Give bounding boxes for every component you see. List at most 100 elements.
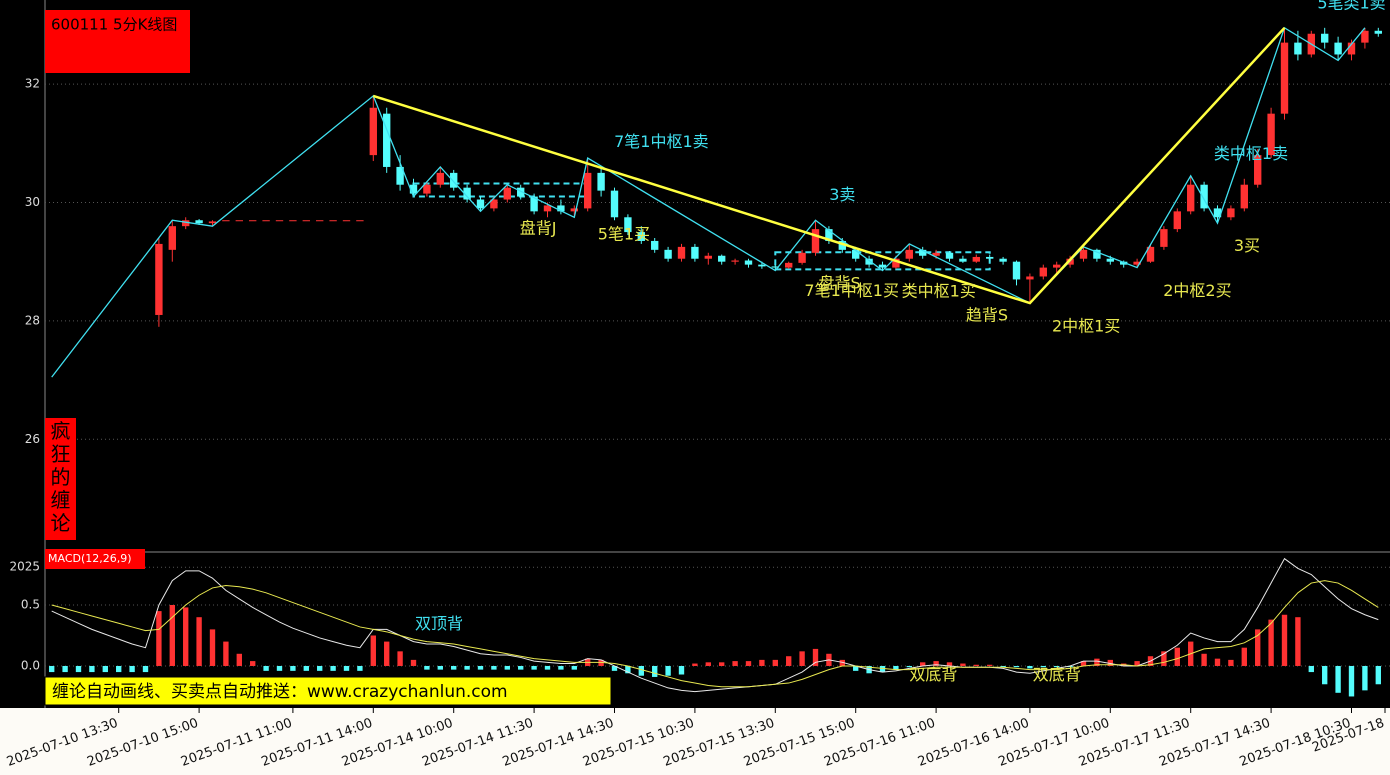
- candle-body: [1280, 42, 1289, 114]
- candle-body: [182, 220, 190, 227]
- macd-bar: [384, 641, 390, 666]
- macd-bar: [1027, 665, 1033, 669]
- macd-bar: [1080, 661, 1087, 666]
- macd-bar: [799, 651, 805, 666]
- candle-body: [342, 220, 351, 222]
- macd-bar: [250, 661, 256, 666]
- candle-body: [986, 256, 994, 259]
- candle-body: [825, 229, 833, 241]
- macd-bar: [1362, 665, 1368, 691]
- macd-bar: [410, 659, 417, 666]
- annotation: 双底背: [1033, 665, 1081, 684]
- macd-bar: [1107, 659, 1113, 666]
- annotation: 7笔1中枢1卖: [614, 132, 709, 151]
- candle-body: [302, 220, 310, 222]
- candle-body: [798, 252, 806, 263]
- annotation: 盘背J: [520, 219, 557, 238]
- candle-body: [530, 196, 538, 212]
- candle-body: [262, 220, 270, 222]
- candle-body: [235, 220, 243, 222]
- macd-bar: [1295, 617, 1301, 666]
- candle-body: [1187, 184, 1195, 212]
- banner-box: [44, 676, 612, 706]
- candle-body: [865, 258, 873, 265]
- annotation: 双底背: [909, 665, 957, 684]
- candle-body: [1106, 258, 1114, 262]
- macd-bar: [946, 662, 953, 666]
- macd-bar: [665, 665, 671, 676]
- macd-bar: [116, 665, 122, 673]
- macd-bar: [424, 665, 430, 670]
- candle-body: [959, 258, 967, 262]
- macd-bar: [62, 665, 68, 673]
- candle-body: [945, 252, 954, 259]
- y-tick-label: 30: [25, 195, 40, 209]
- candle-body: [785, 262, 793, 268]
- macd-bar: [1161, 651, 1167, 666]
- macd-bar: [1348, 665, 1355, 697]
- macd-bar: [1013, 665, 1020, 668]
- macd-bar: [678, 665, 685, 675]
- y-tick-label: 26: [25, 432, 40, 446]
- macd-bar: [357, 665, 363, 671]
- candle-body: [1120, 261, 1128, 265]
- candle-body: [1012, 261, 1021, 280]
- macd-bar: [209, 629, 216, 666]
- candle-body: [758, 264, 766, 267]
- macd-bar: [129, 665, 135, 673]
- candle-body: [208, 221, 217, 224]
- macd-bar: [1322, 665, 1328, 685]
- macd-title: MACD(12,26,9): [48, 552, 132, 565]
- macd-bar: [1241, 647, 1247, 666]
- candle-body: [852, 249, 860, 259]
- macd-bar: [558, 665, 564, 670]
- macd-bar: [464, 665, 470, 670]
- annotation: 类中枢1卖: [1214, 144, 1288, 163]
- candle-body: [1267, 113, 1275, 156]
- candle-body: [168, 226, 176, 250]
- macd-bar: [1134, 661, 1140, 666]
- y-tick-label: 2025: [9, 560, 40, 574]
- macd-bar: [1174, 647, 1180, 666]
- macd-bar: [290, 665, 296, 671]
- macd-bar: [1000, 665, 1006, 668]
- macd-bar: [75, 665, 82, 673]
- candle-body: [570, 208, 578, 212]
- macd-bar: [343, 665, 350, 671]
- candle-body: [838, 240, 846, 250]
- macd-bar: [745, 661, 752, 666]
- annotation: 双顶背: [415, 614, 463, 633]
- candle-body: [543, 205, 552, 212]
- macd-bar: [1214, 658, 1221, 666]
- candle-body: [436, 172, 444, 185]
- macd-bar: [1255, 629, 1261, 666]
- annotation: 类中枢1买: [902, 281, 976, 300]
- candle-body: [557, 205, 565, 212]
- candle-body: [1053, 264, 1061, 268]
- candle-body: [664, 249, 672, 259]
- macd-bar: [451, 665, 457, 670]
- candle-body: [490, 199, 498, 209]
- candle-body: [811, 229, 820, 253]
- macd-bar: [89, 665, 95, 673]
- macd-bar: [705, 662, 711, 666]
- candle-body: [905, 249, 913, 259]
- annotation: 趋背S: [966, 306, 1008, 325]
- candle-body: [275, 220, 284, 222]
- overlays: 600111 5分K线图 MACD(12,26,9) 缠论自动画线、买卖点自动推…: [44, 10, 612, 706]
- y-tick-label: 0.5: [21, 598, 40, 612]
- macd-bar: [156, 611, 162, 666]
- candle-body: [369, 107, 377, 156]
- macd-bar: [638, 665, 644, 676]
- background: [0, 0, 1390, 708]
- macd-bar: [839, 659, 845, 666]
- macd-bar: [973, 664, 979, 666]
- candle-body: [584, 172, 592, 209]
- macd-bar: [611, 665, 618, 671]
- candle-body: [1361, 30, 1369, 43]
- candle-body: [972, 256, 980, 262]
- macd-bar: [920, 662, 926, 666]
- candle-body: [1039, 267, 1047, 277]
- macd-bar: [598, 659, 604, 666]
